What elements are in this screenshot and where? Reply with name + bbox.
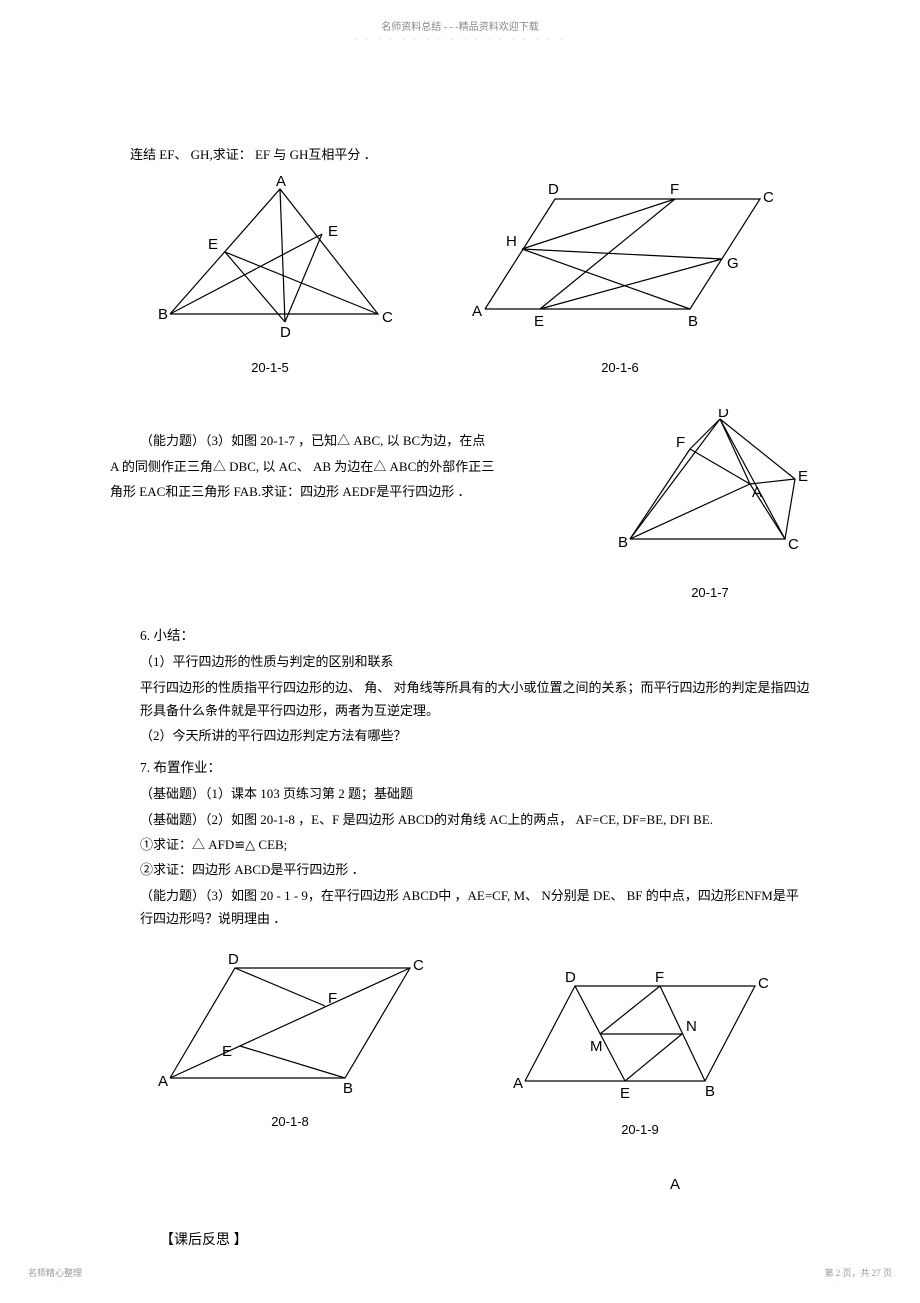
pt-D: D xyxy=(565,969,576,986)
pt-C: C xyxy=(758,975,769,992)
text-line: ②求证：四边形 ABCD是平行四边形 ． xyxy=(110,858,810,881)
text-line: 角形 EAC和正三角形 FAB.求证：四边形 AEDF是平行四边形 ． xyxy=(110,480,590,503)
pt-E2: E xyxy=(328,223,338,240)
footer-page: 第 2 页，共 27 页 xyxy=(824,1268,892,1278)
pt-F: F xyxy=(328,990,337,1007)
text-line: （1）平行四边形的性质与判定的区别和联系 xyxy=(110,650,810,673)
figure-label: 20-1-5 xyxy=(140,356,400,379)
pt-E1: E xyxy=(208,236,218,253)
pt-D: D xyxy=(228,951,239,968)
footer-left: 名师精心整理 . . . . . . . xyxy=(28,1266,82,1285)
text-line: （基础题）（2）如图 20-1-8 ，E、F 是四边形 ABCD的对角线 AC上… xyxy=(110,808,810,831)
pt-A: A xyxy=(472,303,482,320)
figure-label: 20-1-7 xyxy=(610,581,810,604)
pt-D: D xyxy=(280,324,291,341)
pt-E: E xyxy=(534,313,544,330)
pt-E: E xyxy=(620,1085,630,1102)
text-line: （能力题）（3）如图 20-1-7 ，已知△ ABC, 以 BC为边，在点 xyxy=(110,429,590,452)
pt-C: C xyxy=(382,309,393,326)
text-line: 连结 EF、 GH,求证： EF 与 GH互相平分 ． xyxy=(110,143,810,166)
figure-20-1-8: A B C D E F 20-1-8 xyxy=(150,948,430,1133)
figure-20-1-9: A B C D E F M N 20-1-9 xyxy=(510,948,770,1141)
pt-D: D xyxy=(718,409,729,421)
section-6: 6. 小结： xyxy=(110,624,810,648)
doc-header: 名师资料总结 - - -精品资料欢迎下载 xyxy=(381,22,539,33)
pt-B: B xyxy=(705,1083,715,1100)
pt-B: B xyxy=(688,313,698,330)
page-content: 连结 EF、 GH,求证： EF 与 GH互相平分 ． A xyxy=(0,43,920,1253)
section-7: 7. 布置作业： xyxy=(110,756,810,780)
post-class-reflection: 【课后反思 】 xyxy=(110,1228,810,1253)
problem-3-row: （能力题）（3）如图 20-1-7 ，已知△ ABC, 以 BC为边，在点 A … xyxy=(110,409,810,604)
pt-M: M xyxy=(590,1038,603,1055)
text-line: （2）今天所讲的平行四边形判定方法有哪些？ xyxy=(110,724,810,747)
pt-D: D xyxy=(548,181,559,198)
pt-C: C xyxy=(763,189,774,206)
pt-F: F xyxy=(676,434,685,451)
pt-A: A xyxy=(752,484,762,501)
footer-left-text: 名师精心整理 xyxy=(28,1268,82,1278)
pt-C: C xyxy=(788,536,799,553)
figure-20-1-5: A B C D E E 20-1-5 xyxy=(140,174,400,379)
pt-C: C xyxy=(413,957,424,974)
pt-B: B xyxy=(618,534,628,551)
text-line: （基础题）（1）课本 103 页练习第 2 题；基础题 xyxy=(110,782,810,805)
pt-F: F xyxy=(670,181,679,198)
pt-E: E xyxy=(222,1043,232,1060)
figure-row-2: A B C D E F 20-1-8 xyxy=(110,948,810,1141)
footer-right: 第 2 页，共 27 页 . . . . . . . . . xyxy=(824,1266,892,1285)
pt-B: B xyxy=(343,1080,353,1097)
pt-A: A xyxy=(513,1075,523,1092)
footer-right-dots: . . . . . . . . . xyxy=(824,1279,892,1285)
figure-label: 20-1-6 xyxy=(460,356,780,379)
footer-left-dots: . . . . . . . xyxy=(28,1279,82,1285)
figure-label: 20-1-8 xyxy=(150,1110,430,1133)
text-line: A 的同侧作正三角△ DBC, 以 AC、 AB 为边在△ ABC的外部作正三 xyxy=(110,455,590,478)
pt-N: N xyxy=(686,1018,697,1035)
text-line: （能力题）（3）如图 20 - 1 - 9，在平行四边形 ABCD中 ，AE=C… xyxy=(110,884,810,931)
figure-20-1-7: A B C D E F 20-1-7 xyxy=(610,409,810,604)
pt-B: B xyxy=(158,306,168,323)
pt-G: G xyxy=(727,255,739,272)
pt-A: A xyxy=(158,1073,168,1090)
figure-row-1: A B C D E E 20-1-5 xyxy=(110,174,810,379)
doc-header-dots: - - - - - - - - - - - - - - - - - - xyxy=(0,35,920,43)
pt-H: H xyxy=(506,233,517,250)
figure-20-1-6: A B C D E F G H 20-1-6 xyxy=(460,174,780,379)
pt-E: E xyxy=(798,468,808,485)
stray-label-a: A xyxy=(110,1171,810,1198)
text-line: 平行四边形的性质指平行四边形的边、 角、 对角线等所具有的大小或位置之间的关系；… xyxy=(110,676,810,723)
pt-A: A xyxy=(276,174,286,190)
pt-F: F xyxy=(655,969,664,986)
figure-label: 20-1-9 xyxy=(510,1118,770,1141)
text-line: ①求证：△ AFD≌△ CEB; xyxy=(110,833,810,856)
